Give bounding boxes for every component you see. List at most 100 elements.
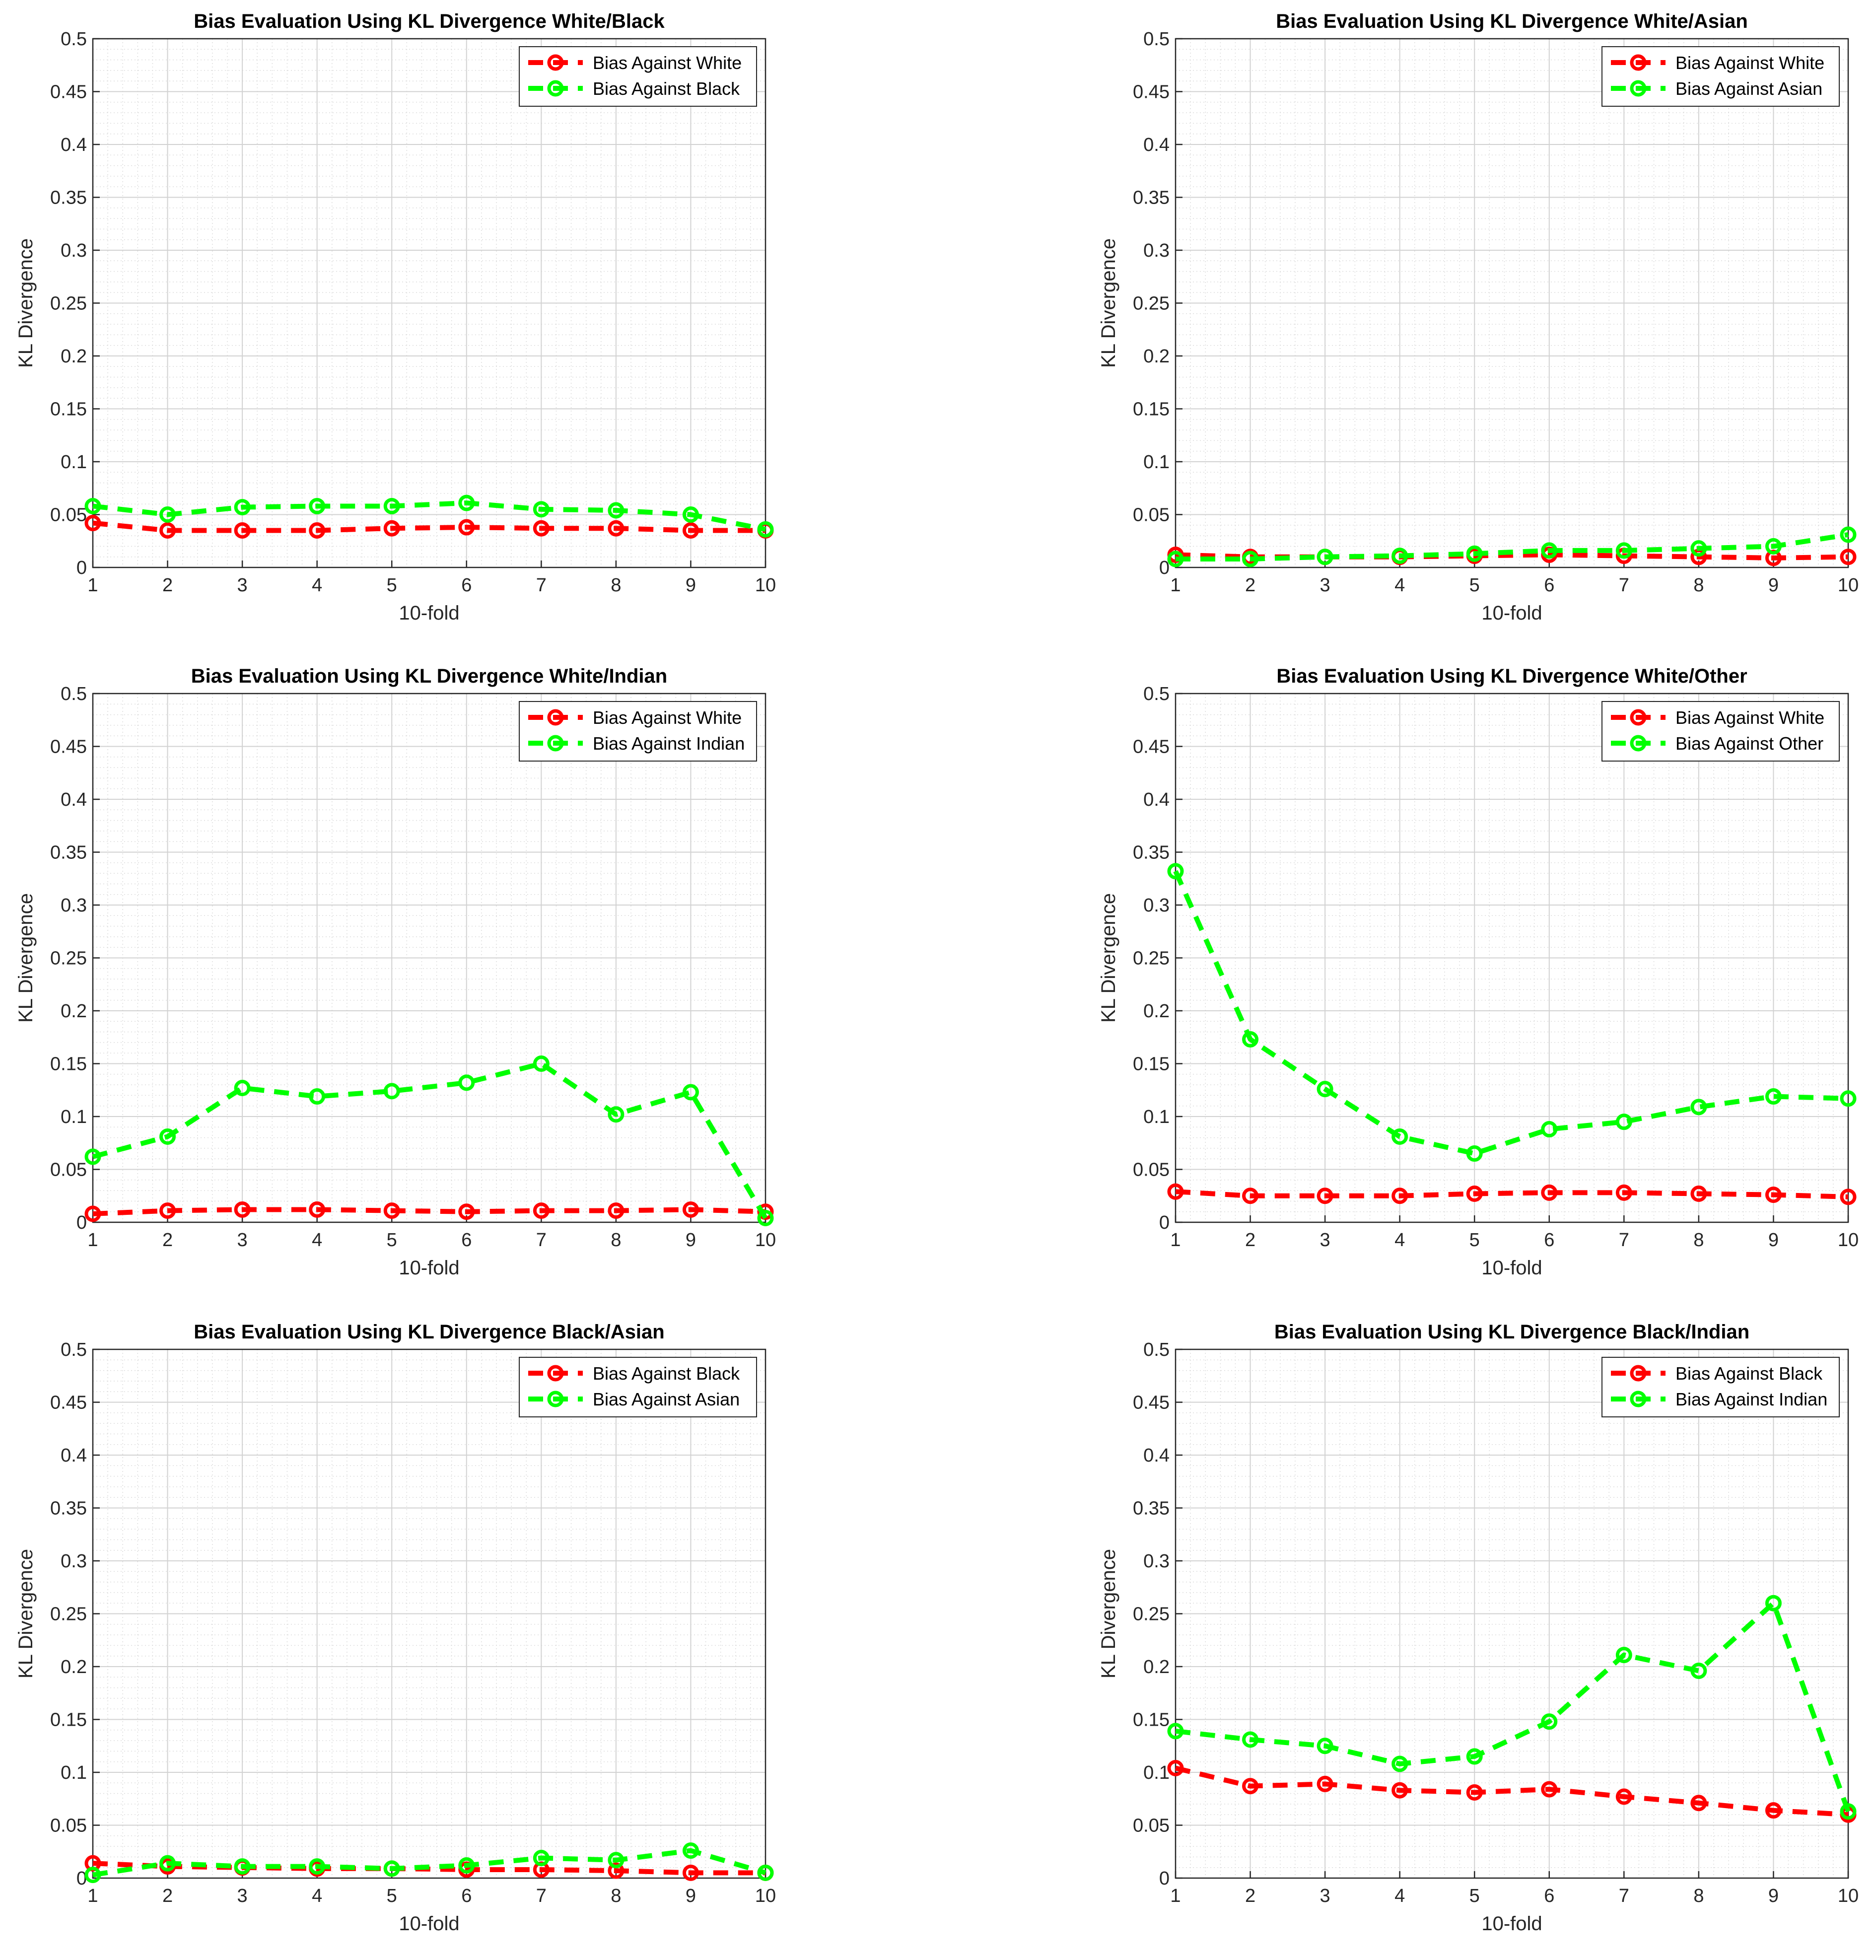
- data-point: [533, 1055, 550, 1072]
- data-point: [1615, 1647, 1632, 1664]
- y-tick-label: 0.5: [61, 684, 87, 704]
- legend-marker: [1630, 54, 1647, 71]
- y-tick-label: 0.1: [61, 452, 87, 473]
- data-point: [1541, 1184, 1558, 1201]
- x-tick-label: 7: [1619, 575, 1629, 596]
- x-tick-label: 8: [1693, 1886, 1704, 1906]
- data-point: [1317, 1775, 1333, 1792]
- chart-panel-3: 1 2 3 4 5 6 7 8 9 10 0 0.05 0.1 0.15 0.2 0.25 0.3 0.35 0.4…: [15, 665, 776, 1279]
- data-point: [1167, 551, 1184, 567]
- data-point: [1466, 1784, 1483, 1801]
- x-tick-label: 1: [87, 575, 98, 596]
- x-tick-label: 6: [1544, 1230, 1554, 1251]
- data-point: [533, 520, 550, 537]
- data-point: [533, 1850, 550, 1867]
- data-point: [533, 501, 550, 518]
- data-point: [458, 494, 475, 511]
- data-point: [1391, 1782, 1408, 1799]
- y-tick-label: 0.4: [1143, 789, 1170, 810]
- data-point: [309, 497, 326, 514]
- x-tick-label: 10: [1838, 1230, 1859, 1251]
- data-point: [1317, 549, 1333, 565]
- legend-label: Bias Against White: [593, 707, 742, 728]
- data-point: [1541, 1781, 1558, 1798]
- x-tick-label: 10: [1838, 575, 1859, 596]
- data-point: [682, 1864, 699, 1881]
- data-point: [1541, 1713, 1558, 1730]
- x-tick-label: 4: [312, 1230, 322, 1251]
- data-point: [1765, 1187, 1782, 1203]
- y-tick-label: 0.15: [50, 1710, 87, 1731]
- y-tick-label: 0.5: [61, 1339, 87, 1360]
- data-point: [1167, 863, 1184, 880]
- data-point: [458, 1203, 475, 1220]
- y-tick-label: 0.35: [1133, 188, 1170, 209]
- data-point: [1765, 1595, 1782, 1611]
- y-tick-label: 0: [1159, 1212, 1170, 1233]
- y-tick-label: 0.1: [1143, 1762, 1170, 1783]
- data-point: [608, 1852, 625, 1869]
- x-tick-label: 10: [1838, 1886, 1859, 1906]
- data-point: [682, 1084, 699, 1101]
- data-point: [1242, 1778, 1259, 1795]
- series-line: [92, 520, 765, 533]
- data-point: [383, 1202, 400, 1219]
- data-point: [458, 519, 475, 536]
- x-axis-label: 10-fold: [1481, 1257, 1542, 1279]
- x-tick-label: 1: [87, 1886, 98, 1906]
- data-point: [1840, 526, 1857, 543]
- y-tick-label: 0.4: [1143, 1445, 1170, 1466]
- y-tick-label: 0.05: [1133, 1160, 1170, 1181]
- y-axis-label: KL Divergence: [1098, 893, 1119, 1023]
- x-tick-label: 5: [387, 1886, 397, 1906]
- x-tick-label: 3: [237, 1886, 248, 1906]
- y-tick-label: 0.15: [1133, 1710, 1170, 1731]
- x-tick-label: 2: [162, 1886, 173, 1906]
- x-tick-label: 6: [461, 1230, 472, 1251]
- data-point: [1765, 1088, 1782, 1105]
- chart-panel-4: 1 2 3 4 5 6 7 8 9 10 0 0.05 0.1 0.15 0.2 0.25 0.3 0.35 0.4…: [1098, 665, 1859, 1279]
- data-point: [1391, 548, 1408, 564]
- data-point: [383, 520, 400, 537]
- y-tick-label: 0.3: [1143, 240, 1170, 261]
- legend-label: Bias Against Asian: [593, 1389, 740, 1409]
- y-tick-label: 0.25: [1133, 293, 1170, 314]
- data-point: [309, 1858, 326, 1875]
- y-tick-label: 0.4: [61, 1445, 87, 1466]
- data-point: [1541, 542, 1558, 559]
- y-tick-label: 0.05: [50, 1160, 87, 1181]
- x-tick-label: 9: [1768, 1886, 1779, 1906]
- y-axis-label: KL Divergence: [15, 893, 37, 1023]
- y-tick-label: 0.5: [61, 29, 87, 50]
- x-tick-label: 4: [312, 575, 322, 596]
- chart-title: Bias Evaluation Using KL Divergence Whit…: [1276, 665, 1747, 687]
- y-tick-label: 0.3: [1143, 895, 1170, 916]
- x-tick-label: 2: [162, 575, 173, 596]
- data-point: [458, 1857, 475, 1874]
- data-point: [1615, 1114, 1632, 1130]
- y-tick-label: 0.45: [1133, 82, 1170, 103]
- series-2: [84, 1842, 774, 1884]
- y-tick-label: 0.05: [1133, 1816, 1170, 1836]
- data-point: [1242, 551, 1259, 567]
- data-point: [159, 522, 176, 539]
- data-point: [234, 499, 251, 516]
- x-tick-label: 10: [755, 1230, 776, 1251]
- data-point: [234, 1858, 251, 1875]
- y-axis-label: KL Divergence: [15, 1549, 37, 1679]
- legend: Bias Against White Bias Against Black: [519, 46, 757, 107]
- x-tick-label: 6: [1544, 1886, 1554, 1906]
- legend-label: Bias Against White: [1675, 707, 1824, 728]
- y-tick-label: 0.4: [61, 135, 87, 155]
- chart-panel-1: 1 2 3 4 5 6 7 8 9 10 0 0.05 0.1 0.15 0.2 0.25 0.3 0.35 0.4…: [15, 10, 776, 624]
- x-tick-label: 7: [536, 575, 547, 596]
- x-axis-label: 10-fold: [399, 1257, 459, 1279]
- x-tick-label: 9: [686, 1230, 696, 1251]
- x-axis-label: 10-fold: [399, 1913, 459, 1935]
- data-point: [1690, 1795, 1707, 1812]
- x-tick-label: 4: [1394, 1886, 1405, 1906]
- series-2: [1167, 526, 1857, 567]
- legend-marker: [1630, 735, 1647, 752]
- y-tick-label: 0.2: [1143, 1001, 1170, 1022]
- y-tick-label: 0.25: [50, 1604, 87, 1625]
